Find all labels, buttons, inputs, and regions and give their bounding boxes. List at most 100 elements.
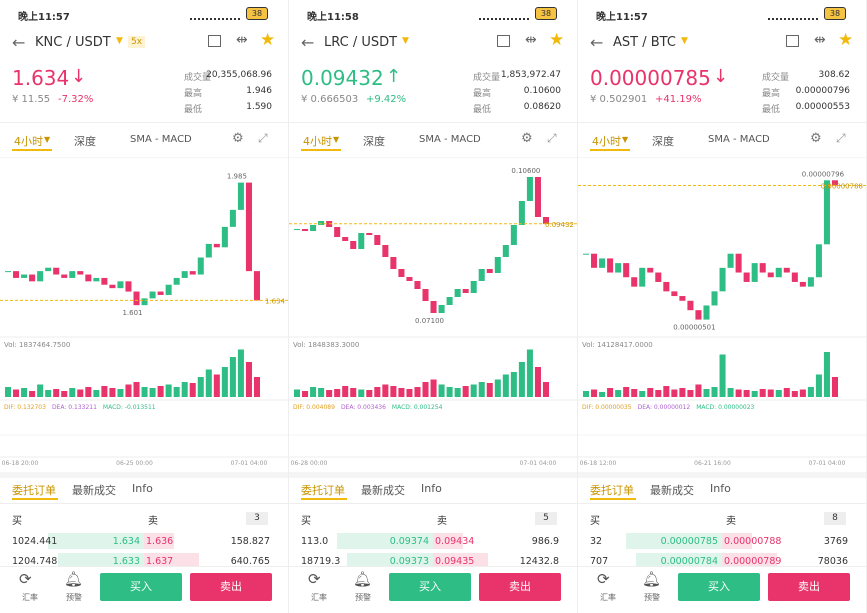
volume-bar: [366, 390, 373, 397]
settings-button[interactable]: ⚙: [810, 131, 822, 146]
volume-bar: [783, 388, 790, 397]
depth-tab[interactable]: 深度: [74, 135, 96, 148]
sell-depth: [722, 533, 752, 549]
buy-header: 买: [590, 516, 600, 527]
alert-icon[interactable]: 🔔︎: [353, 570, 373, 588]
trades-tab[interactable]: 最新成交: [72, 484, 116, 497]
status-icons: [768, 10, 818, 20]
volume-bar: [69, 388, 76, 397]
candle: [5, 271, 12, 273]
stat-value: 20,355,068.96: [206, 70, 272, 80]
compare-button[interactable]: ⇹: [525, 32, 537, 48]
pair-selector[interactable]: KNC / USDT: [35, 35, 111, 50]
volume-bar: [478, 382, 485, 397]
candle: [125, 281, 132, 292]
volume-bar: [831, 377, 838, 397]
indicator-tab[interactable]: SMA - MACD: [130, 134, 192, 145]
share-button[interactable]: [786, 35, 799, 47]
depth-tab[interactable]: 深度: [652, 135, 674, 148]
interval-tab[interactable]: 4小时: [303, 135, 332, 148]
candle: [775, 267, 782, 278]
stat-label: 最低: [762, 105, 781, 115]
info-tab[interactable]: Info: [710, 482, 731, 495]
fullscreen-button[interactable]: ⤢: [836, 131, 846, 145]
pair-selector[interactable]: AST / BTC: [613, 35, 676, 50]
candle: [245, 182, 252, 272]
orders-tab[interactable]: 委托订单: [590, 484, 634, 497]
buy-price: 0.09373: [389, 556, 429, 567]
sell-button[interactable]: 卖出: [190, 573, 272, 601]
depth-tab[interactable]: 深度: [363, 135, 385, 148]
sell-header: 卖: [726, 516, 736, 527]
trades-tab[interactable]: 最新成交: [361, 484, 405, 497]
alert-icon[interactable]: 🔔︎: [64, 570, 84, 588]
info-tab[interactable]: Info: [132, 482, 153, 495]
status-time: 晚上11:57: [18, 12, 70, 23]
volume-bar: [13, 389, 20, 397]
rate-icon[interactable]: ⟳: [19, 570, 32, 588]
volume-bar: [141, 387, 148, 397]
stat-value: 1.590: [246, 102, 272, 112]
depth-selector[interactable]: 8: [824, 512, 846, 525]
orders-tab[interactable]: 委托订单: [301, 484, 345, 497]
buy-amount: 1204.748: [12, 556, 58, 567]
back-button[interactable]: ←: [12, 33, 26, 52]
info-tab[interactable]: Info: [421, 482, 442, 495]
orders-tab[interactable]: 委托订单: [12, 484, 56, 497]
rate-icon[interactable]: ⟳: [308, 570, 321, 588]
interval-tab[interactable]: 4小时: [592, 135, 621, 148]
candle: [799, 281, 806, 287]
sell-header: 卖: [148, 516, 158, 527]
settings-button[interactable]: ⚙: [521, 131, 533, 146]
candle: [719, 267, 726, 292]
volume-bar: [823, 352, 830, 397]
fullscreen-button[interactable]: ⤢: [547, 131, 557, 145]
candle: [133, 291, 140, 306]
depth-selector[interactable]: 3: [246, 512, 268, 525]
status-time: 晚上11:57: [596, 12, 648, 23]
pair-selector[interactable]: LRC / USDT: [324, 35, 398, 50]
buy-button[interactable]: 买入: [100, 573, 182, 601]
sell-price: 0.09435: [435, 556, 475, 567]
favorite-button[interactable]: ★: [838, 30, 854, 50]
macd-label: DEA: 0.133211: [52, 404, 97, 411]
share-button[interactable]: [497, 35, 510, 47]
volume-bar: [253, 377, 260, 397]
candle: [735, 253, 742, 273]
volume-bar: [791, 391, 798, 397]
depth-selector[interactable]: 5: [535, 512, 557, 525]
sell-amount: 78036: [817, 556, 848, 567]
candle: [77, 271, 84, 275]
compare-button[interactable]: ⇹: [236, 32, 248, 48]
share-button[interactable]: [208, 35, 221, 47]
settings-button[interactable]: ⚙: [232, 131, 244, 146]
back-button[interactable]: ←: [301, 33, 315, 52]
favorite-button[interactable]: ★: [260, 30, 276, 50]
favorite-button[interactable]: ★: [549, 30, 565, 50]
volume-bar: [205, 369, 212, 397]
sell-button[interactable]: 卖出: [768, 573, 850, 601]
fullscreen-button[interactable]: ⤢: [258, 131, 268, 145]
alert-icon[interactable]: 🔔︎: [642, 570, 662, 588]
candle: [149, 291, 156, 299]
interval-tab[interactable]: 4小时: [14, 135, 43, 148]
sell-button[interactable]: 卖出: [479, 573, 561, 601]
candle: [639, 267, 646, 287]
compare-button[interactable]: ⇹: [814, 32, 826, 48]
candle: [358, 233, 365, 249]
indicator-tab[interactable]: SMA - MACD: [419, 134, 481, 145]
back-button[interactable]: ←: [590, 33, 604, 52]
indicator-tab[interactable]: SMA - MACD: [708, 134, 770, 145]
section-divider: [0, 503, 288, 504]
trades-tab[interactable]: 最新成交: [650, 484, 694, 497]
kline-chart: 0.09432 0.10600 0.07100 Vol: 1848383.3000 DI…: [289, 157, 577, 467]
rate-icon[interactable]: ⟳: [597, 570, 610, 588]
buy-button[interactable]: 买入: [678, 573, 760, 601]
screen: 晚上11:57 38 ← KNC / USDT ▼ 5x ⇹ ★ 1.634 ↓ ¥ 11.55 -7…: [0, 0, 289, 613]
orders-tab-underline: [12, 498, 58, 500]
volume-bar: [743, 390, 750, 397]
volume-bar: [647, 388, 654, 397]
buy-button[interactable]: 买入: [389, 573, 471, 601]
volume-bar: [462, 386, 469, 397]
tab-caret: ▼: [44, 135, 51, 144]
